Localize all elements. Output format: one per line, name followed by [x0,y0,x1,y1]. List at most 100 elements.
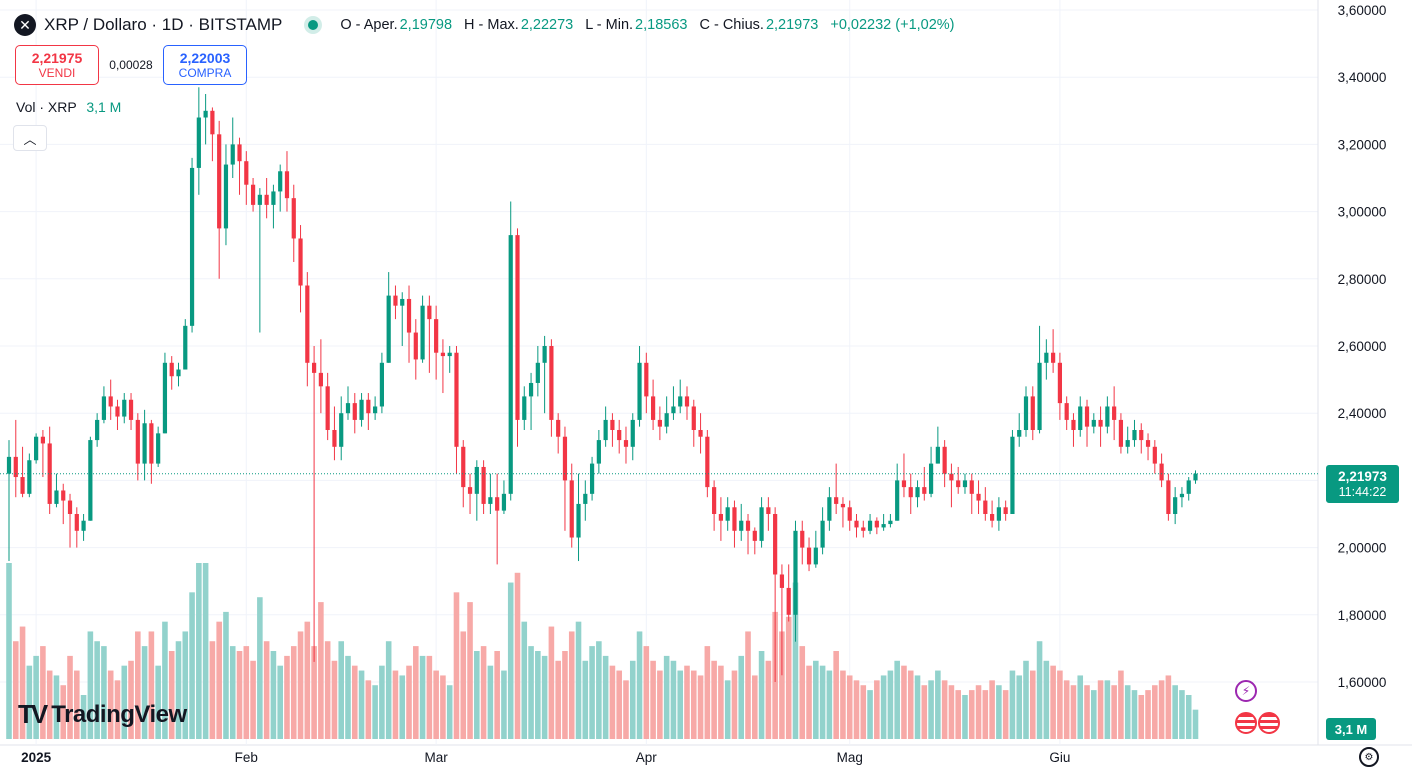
gear-icon[interactable]: ⚙ [1359,747,1379,767]
volume-bar [575,621,582,739]
symbol-title[interactable]: XRP / Dollaro · 1D · BITSTAMP [44,15,283,34]
collapse-legend-button[interactable]: ︿ [13,125,47,151]
candle-body [644,362,649,397]
bar-countdown: 11:44:22 [1338,484,1387,499]
candle-body [976,493,981,501]
candle-body [773,514,778,575]
bolt-icon[interactable]: ⚡ [1235,680,1257,702]
candle-body [949,473,954,481]
candle-body [589,463,595,494]
candle-body [298,238,303,286]
candle-body [1037,362,1042,430]
volume-bar [731,670,738,739]
candle-body [1044,352,1049,363]
candle-body [854,520,859,528]
candle-body [983,500,988,514]
time-axis[interactable]: 2025 Feb Mar Apr Mag Giu [21,750,1070,765]
volume-bar [290,646,297,739]
candle-body [447,352,452,357]
candle-body [210,110,215,135]
volume-bar [1043,660,1050,739]
candle-body [1078,406,1083,430]
volume-bar [1172,685,1178,739]
volume-bar [562,651,568,739]
candle-body [1071,419,1076,430]
volume-bar [223,611,229,739]
volume-bar [19,626,26,739]
volume-bar [33,655,39,739]
volume-bar [907,670,914,739]
volume-bar [826,670,833,739]
volume-bar [785,616,792,739]
volume-bar [392,670,399,739]
candle-body [867,520,873,531]
candle-body [881,524,886,528]
close-value: 2,21973 [765,17,819,33]
volume-bar [467,602,473,739]
price-tick-label: 2,80000 [1338,272,1387,287]
volume-bar [1192,709,1199,739]
sell-button[interactable]: 2,21975 VENDI [15,45,99,85]
volume-bar [819,665,826,739]
candle-body [108,396,113,407]
market-status-icon[interactable] [308,20,319,30]
candle-body [786,587,791,615]
volume-bar [270,651,277,739]
candle-body [237,144,242,162]
candle-body [928,463,934,494]
volume-bar [67,655,73,739]
open-value: 2,19798 [399,17,453,33]
volume-bar [507,582,514,739]
volume-bar [474,651,480,739]
volume-bar [1063,680,1070,739]
volume-bar [114,680,121,739]
volume-bar [765,660,772,739]
volume-bar [643,646,650,739]
chevron-up-icon: ︿ [23,131,37,147]
volume-bar [874,680,880,739]
candle-body [339,413,344,447]
volume-bar [535,651,541,739]
candle-body [352,403,357,420]
volume-bar [521,621,528,739]
candle-body [1152,446,1157,464]
volume-bar [657,670,663,739]
candle-body [345,403,351,414]
buy-button[interactable]: 2,22003 COMPRA [163,45,247,85]
volume-bar [26,665,33,739]
candle-body [508,235,513,494]
us-flag-icon[interactable] [1258,712,1280,734]
candle-body [74,514,79,531]
candle-body [189,167,195,326]
price-tick-label: 3,20000 [1338,137,1387,152]
price-tick-label: 2,00000 [1338,541,1387,556]
candle-body [488,497,493,504]
open-label: O - Aper. [340,17,398,33]
candle-body [427,305,432,320]
candle-body [1064,403,1069,420]
volume-bar [616,670,622,739]
time-tick-label: Giu [1049,750,1070,765]
candle-body [583,493,588,504]
volume-bar [413,646,419,739]
volume-bar [609,665,616,739]
close-label: C - Chius. [699,17,764,33]
candle-body [651,396,656,420]
candle-body [359,399,364,420]
volume-bar [351,665,358,739]
volume-legend[interactable]: Vol · XRP 3,1 M [16,99,121,115]
volume-bar [962,695,968,739]
us-flag-icon[interactable] [1235,712,1257,734]
candle-body [1051,352,1056,363]
tradingview-logo[interactable]: TV TradingView [18,699,187,730]
volume-bar [528,646,534,739]
candle-body [779,574,785,588]
buy-label: COMPRA [178,66,232,80]
volume-bar [196,563,202,739]
volume-bar [690,670,697,739]
volume-bar [297,631,304,739]
candle-body [630,419,635,447]
volume-bar [155,665,161,739]
symbol-logo-icon[interactable]: ✕ [14,14,36,36]
